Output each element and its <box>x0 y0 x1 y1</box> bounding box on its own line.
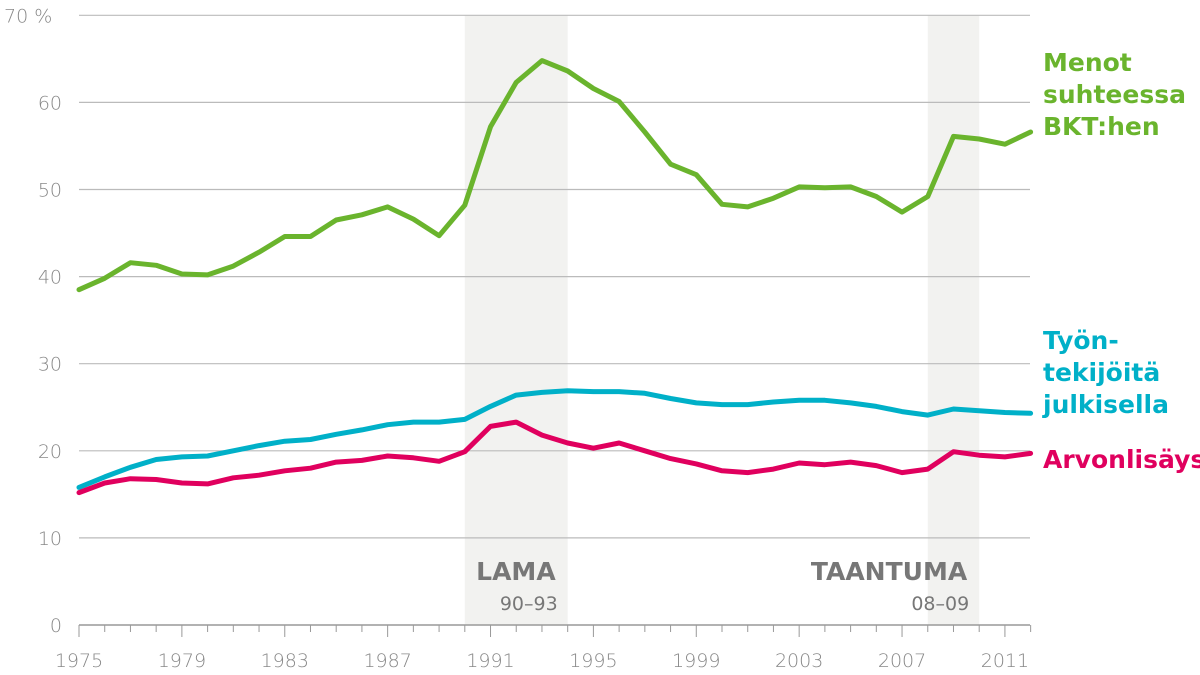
y-tick-label: 70 % <box>4 5 52 27</box>
y-tick-label: 0 <box>50 615 62 637</box>
x-tick-label: 1975 <box>55 650 103 672</box>
x-tick-label: 1987 <box>363 650 411 672</box>
x-tick-label: 2007 <box>878 650 926 672</box>
y-tick-label: 20 <box>38 441 62 463</box>
series-label: Menot <box>1043 48 1132 77</box>
x-tick-label: 1999 <box>672 650 720 672</box>
shaded-period-taantuma <box>927 15 980 626</box>
y-tick-label: 60 <box>38 92 62 114</box>
y-tick-label: 30 <box>38 354 62 376</box>
x-tick-label: 1991 <box>466 650 514 672</box>
series-line-2 <box>76 419 1034 496</box>
x-tick-label: 1995 <box>569 650 617 672</box>
series-label: Arvonlisäys <box>1043 445 1200 474</box>
x-tick-label: 1983 <box>261 650 309 672</box>
y-tick-label: 10 <box>38 528 62 550</box>
series-line-0 <box>76 58 1034 293</box>
shaded-period-subtitle: 90–93 <box>500 593 558 615</box>
shaded-period-title: LAMA <box>476 557 556 586</box>
series-label: BKT:hen <box>1043 112 1160 141</box>
series-label: suhteessa <box>1043 80 1186 109</box>
shaded-period-title: TAANTUMA <box>811 557 968 586</box>
x-tick-label: 2011 <box>981 650 1029 672</box>
y-tick-label: 40 <box>38 267 62 289</box>
shaded-period-subtitle: 08–09 <box>911 593 969 615</box>
x-tick-label: 2003 <box>775 650 823 672</box>
series-label: tekijöitä <box>1043 358 1160 387</box>
y-tick-label: 50 <box>38 180 62 202</box>
series-label: julkisella <box>1042 390 1169 419</box>
shaded-period-lama <box>464 15 568 626</box>
series-label: Työn- <box>1043 326 1119 355</box>
x-tick-label: 1979 <box>158 650 206 672</box>
series-line-1 <box>76 388 1034 490</box>
